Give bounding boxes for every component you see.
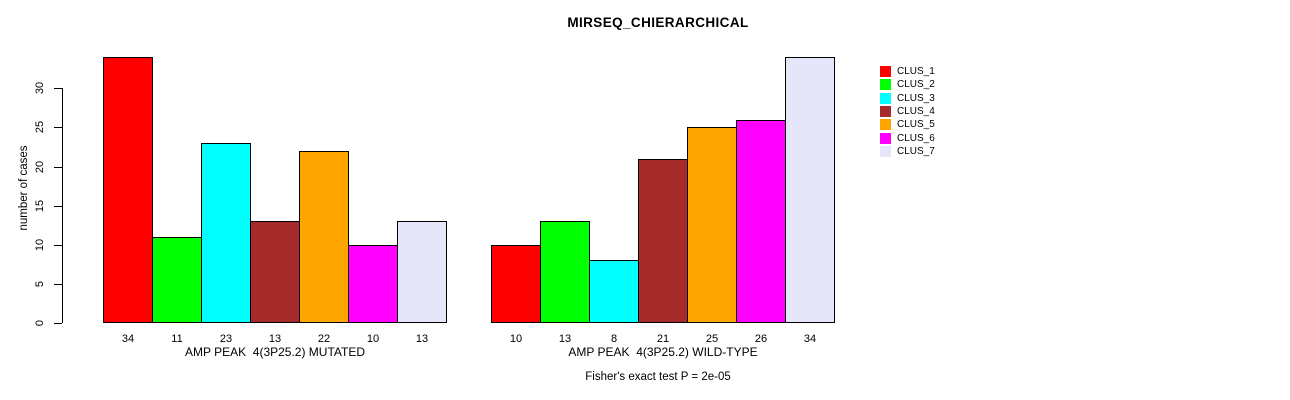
bar [589, 260, 639, 323]
bar-value-label: 8 [610, 333, 618, 345]
bar [201, 143, 251, 323]
legend-swatch [880, 93, 891, 104]
bar-value-label: 13 [268, 333, 282, 345]
legend-label: CLUS_2 [897, 79, 935, 90]
bar-value-label: 34 [803, 333, 817, 345]
bar [638, 159, 688, 323]
bar [299, 151, 349, 323]
y-axis-tick [54, 206, 62, 207]
legend-swatch [880, 106, 891, 117]
bar-value-label: 21 [656, 333, 670, 345]
y-axis-tick [54, 127, 62, 128]
y-axis-line [62, 88, 63, 323]
chart-title: MIRSEQ_CHIERARCHICAL [567, 15, 749, 30]
y-axis-tick-label: 25 [34, 120, 46, 134]
y-axis-tick [54, 88, 62, 89]
y-axis-tick-label: 5 [34, 280, 46, 288]
footer-annotation: Fisher's exact test P = 2e-05 [585, 371, 731, 383]
bar-value-label: 25 [705, 333, 719, 345]
legend-swatch [880, 133, 891, 144]
bar [687, 127, 737, 323]
y-axis-tick-label: 20 [34, 160, 46, 174]
y-axis-tick [54, 284, 62, 285]
bar [103, 57, 153, 323]
legend-swatch [880, 119, 891, 130]
y-axis-tick-label: 30 [34, 81, 46, 95]
group-label: AMP PEAK 4(3P25.2) WILD-TYPE [568, 345, 758, 359]
bar [736, 120, 786, 323]
y-axis-tick [54, 245, 62, 246]
bar [491, 245, 541, 323]
bar [785, 57, 835, 323]
bar [397, 221, 447, 323]
legend-label: CLUS_3 [897, 93, 935, 104]
y-axis-title: number of cases [18, 145, 30, 231]
legend-label: CLUS_5 [897, 119, 935, 130]
bar-value-label: 22 [317, 333, 331, 345]
legend-label: CLUS_1 [897, 66, 935, 77]
legend-swatch [880, 146, 891, 157]
bar-value-label: 11 [171, 333, 183, 345]
bar-value-label: 26 [754, 333, 768, 345]
legend-label: CLUS_4 [897, 106, 935, 117]
y-axis-tick [54, 167, 62, 168]
legend-swatch [880, 79, 891, 90]
y-axis-tick-label: 15 [34, 199, 46, 213]
bar-value-label: 13 [415, 333, 429, 345]
bar-value-label: 10 [366, 333, 380, 345]
bar-value-label: 23 [219, 333, 233, 345]
bar [540, 221, 590, 323]
y-axis-tick [54, 323, 62, 324]
bar-value-label: 34 [121, 333, 135, 345]
legend-label: CLUS_6 [897, 133, 935, 144]
bar [348, 245, 398, 323]
y-axis-tick-label: 10 [34, 238, 46, 252]
legend-label: CLUS_7 [897, 146, 935, 157]
y-axis-tick-label: 0 [34, 319, 46, 327]
group-label: AMP PEAK 4(3P25.2) MUTATED [184, 345, 366, 359]
bar-value-label: 10 [509, 333, 523, 345]
legend-swatch [880, 66, 891, 77]
bar [250, 221, 300, 323]
bar [152, 237, 202, 323]
bar-value-label: 13 [558, 333, 572, 345]
